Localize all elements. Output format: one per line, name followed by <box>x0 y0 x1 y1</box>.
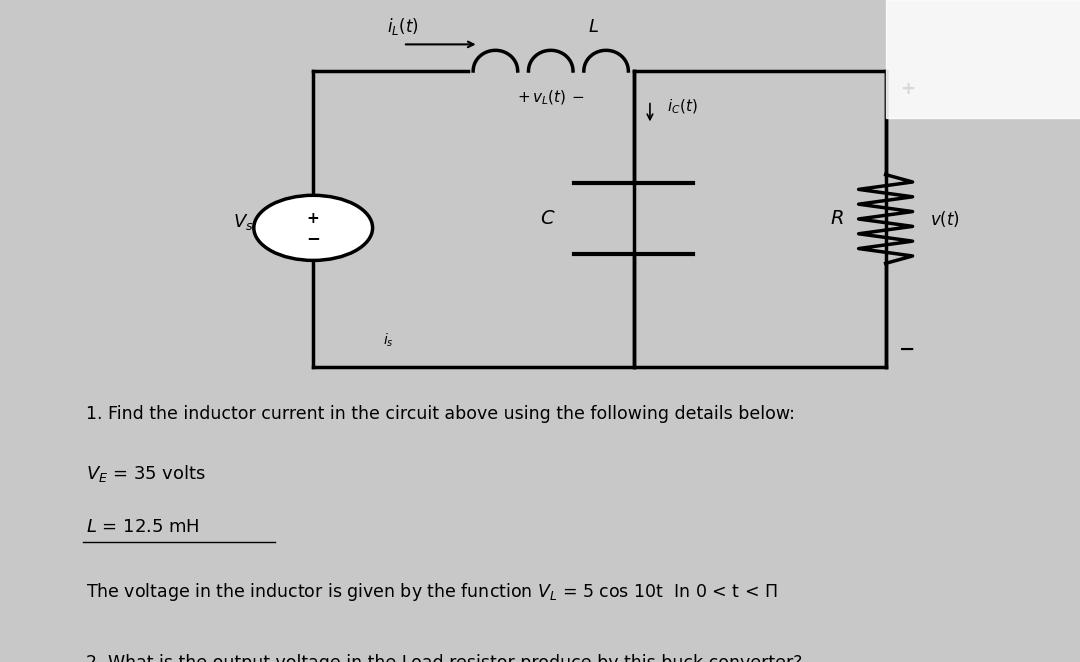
Text: −: − <box>899 340 916 359</box>
Text: $V_E$ = 35 volts: $V_E$ = 35 volts <box>86 463 206 484</box>
Circle shape <box>254 195 373 260</box>
Text: $v(t)$: $v(t)$ <box>930 209 960 229</box>
Text: The voltage in the inductor is given by the function $V_L$ = 5 cos 10t  In 0 < t: The voltage in the inductor is given by … <box>86 581 778 603</box>
Text: +: + <box>900 80 915 98</box>
Text: $i_L(t)$: $i_L(t)$ <box>387 16 419 37</box>
Text: $V_s$: $V_s$ <box>232 212 254 232</box>
Text: −: − <box>307 230 320 248</box>
Text: $+\, v_L(t)\, -$: $+\, v_L(t)\, -$ <box>517 89 584 107</box>
Text: $i_C(t)$: $i_C(t)$ <box>667 97 698 116</box>
Text: $i_s$: $i_s$ <box>383 332 394 349</box>
Text: $L$ = 12.5 mH: $L$ = 12.5 mH <box>86 518 200 536</box>
Text: 1. Find the inductor current in the circuit above using the following details be: 1. Find the inductor current in the circ… <box>86 405 795 423</box>
Text: L: L <box>589 18 599 36</box>
Text: C: C <box>540 209 554 228</box>
Text: +: + <box>307 211 320 226</box>
Text: R: R <box>831 209 843 228</box>
Text: 2. What is the output voltage in the Load resistor produce by this buck converte: 2. What is the output voltage in the Loa… <box>86 654 802 662</box>
FancyBboxPatch shape <box>886 0 1080 118</box>
